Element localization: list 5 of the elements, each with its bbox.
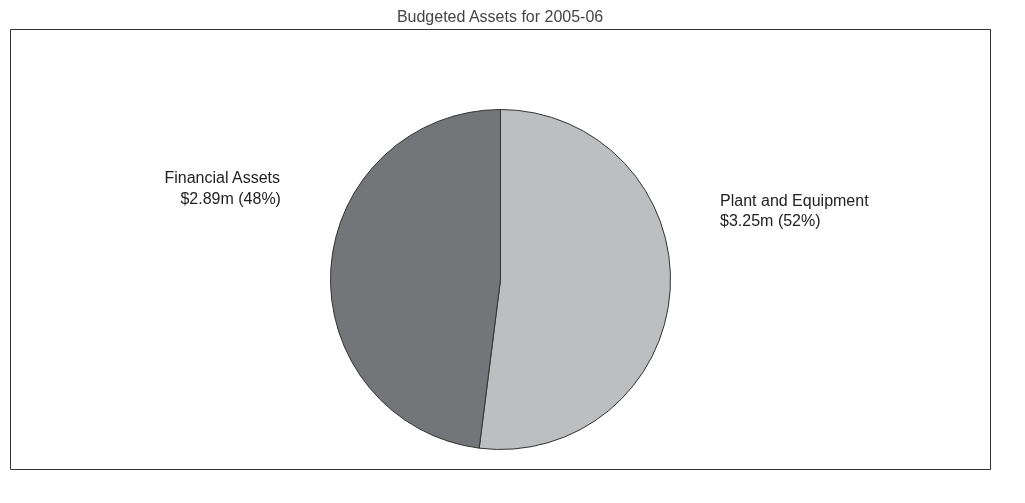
data-label: $3.25m (52%) xyxy=(720,212,821,230)
slice-label: Financial Assets xyxy=(164,169,281,187)
data-label: $2.89m (48%) xyxy=(180,189,281,207)
chart-title: Budgeted Assets for 2005-06 xyxy=(396,7,604,25)
slice-label: Plant and Equipment xyxy=(720,192,870,210)
